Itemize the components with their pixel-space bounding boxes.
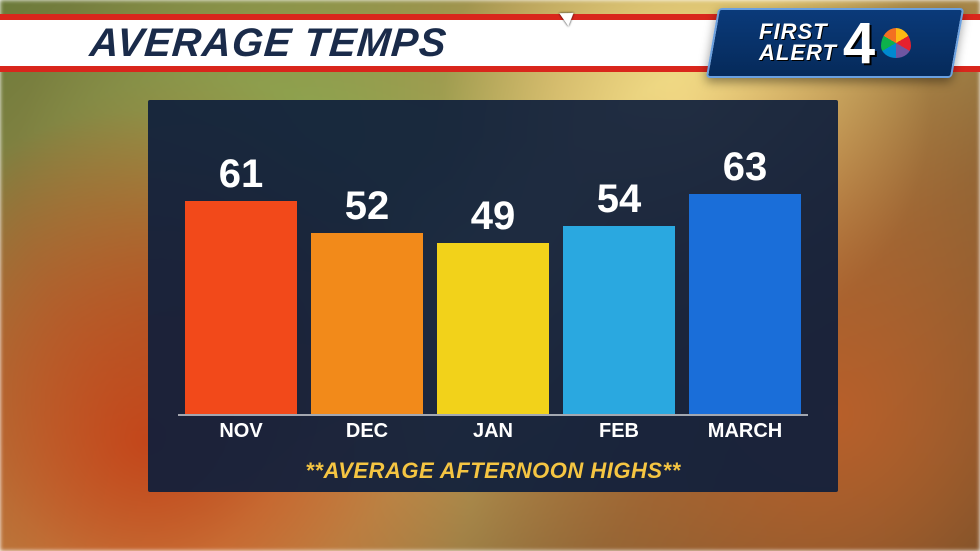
station-logo: FIRST ALERT 4 (706, 8, 964, 78)
chart-footnote: **AVERAGE AFTERNOON HIGHS** (148, 458, 838, 484)
logo-number: 4 (843, 10, 875, 77)
bar-value: 49 (471, 194, 516, 239)
bar-column: 49 (437, 194, 549, 414)
bar (563, 226, 675, 414)
x-axis-label: DEC (311, 420, 423, 443)
chart-panel: 61 52 49 54 63 NOV DEC JAN FEB MARCH **AVERAGE A… (148, 100, 838, 492)
bar (185, 201, 297, 414)
bar-column: 52 (311, 184, 423, 414)
bar-column: 54 (563, 177, 675, 414)
bar-value: 63 (723, 145, 768, 190)
nbc-peacock-icon (881, 28, 911, 58)
x-axis-label: JAN (437, 420, 549, 443)
graphic-title: AVERAGE TEMPS (88, 21, 449, 66)
bar-value: 54 (597, 177, 642, 222)
bar-column: 61 (185, 152, 297, 414)
logo-line2: ALERT (759, 40, 837, 65)
bar-column: 63 (689, 145, 801, 414)
bar-value: 52 (345, 184, 390, 229)
bar (689, 194, 801, 414)
bar-value: 61 (219, 152, 264, 197)
logo-text: FIRST ALERT (759, 22, 837, 64)
x-axis-label: NOV (185, 420, 297, 443)
mouse-cursor-icon (562, 6, 578, 26)
bar (311, 233, 423, 414)
x-axis-label: FEB (563, 420, 675, 443)
x-axis-label: MARCH (689, 420, 801, 443)
x-axis: NOV DEC JAN FEB MARCH (178, 414, 808, 444)
bar (437, 243, 549, 414)
bars-area: 61 52 49 54 63 (178, 120, 808, 414)
